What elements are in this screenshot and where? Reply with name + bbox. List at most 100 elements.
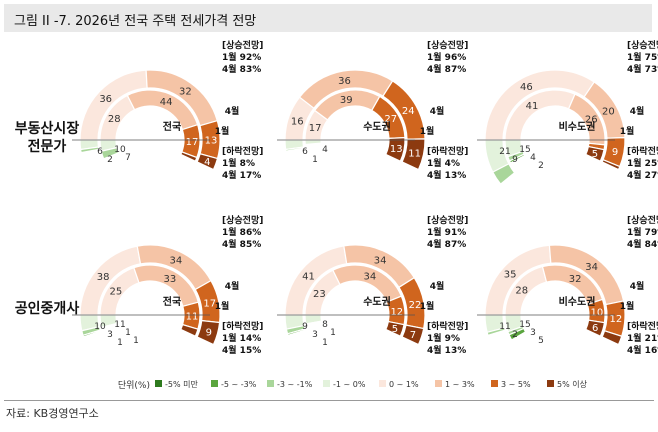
figure-title: 그림 II -7. 2026년 전국 주택 전세가격 전망 — [14, 14, 257, 29]
chart-1-fall-apr: 4월 17% — [222, 169, 261, 181]
chart-1-rise-apr-label-2: 44 — [160, 97, 173, 108]
chart-3-fall-jan-seg-2 — [491, 163, 516, 185]
legend-swatch-1 — [155, 380, 162, 387]
chart-1-ring-label-apr: 4월 — [225, 105, 240, 117]
chart-5-rise-apr: 4월 87% — [427, 238, 466, 250]
chart-3-rise-jan-seg-4 — [601, 158, 621, 171]
chart-3-rise-jan-label-2: 20 — [602, 106, 615, 117]
chart-2-rise-apr-seg-4 — [385, 136, 406, 162]
chart-6-fall-jan-label-1: 11 — [499, 322, 510, 332]
chart-1-rise-jan-label-1: 36 — [99, 94, 112, 105]
chart-5-fall-jan-label-3: 1 — [322, 338, 328, 348]
chart-4-rise-apr-label-2: 33 — [163, 274, 176, 285]
chart-2-rise-apr: 4월 87% — [427, 63, 466, 75]
chart-2-ring-label-apr: 4월 — [430, 105, 445, 117]
chart-2-fall-jan-label-2: 1 — [312, 155, 318, 165]
chart-6-rise-jan-label-2: 34 — [585, 262, 598, 273]
chart-2-rise-jan: 1월 96% — [427, 51, 466, 63]
chart-6-fall-jan-seg-2 — [486, 327, 506, 337]
chart-3-rise-apr-label-2: 26 — [585, 115, 598, 126]
legend-swatch-5 — [379, 380, 386, 387]
chart-1-region-label: 전국 — [163, 120, 181, 133]
chart-2-rise-jan-label-1: 16 — [291, 116, 304, 127]
chart-2-rise-jan-label-4: 11 — [408, 149, 421, 160]
chart-1-fall-header: [하락전망] — [222, 145, 263, 157]
chart-6-region-label: 비수도권 — [559, 295, 596, 308]
chart-2-fall-apr-seg-1 — [304, 139, 322, 146]
chart-6-fall-apr-seg-3 — [508, 327, 527, 341]
legend-label-2: -5 ~ -3% — [221, 380, 257, 389]
chart-4-fall-apr-label-3: 1 — [133, 336, 139, 346]
chart-4-rise-header: [상승전망] — [222, 214, 263, 226]
chart-3-rise-apr: 4월 73% — [627, 63, 658, 75]
chart-5-fall-jan-seg-3 — [286, 328, 306, 337]
chart-3-fall-jan-label-2: 9 — [512, 155, 518, 165]
chart-6-rise-apr-seg-4 — [585, 319, 606, 337]
source-note: 자료: KB경영연구소 — [6, 407, 99, 420]
chart-3-fall-jan-label-1: 21 — [499, 147, 510, 157]
chart-3-rise-jan-label-1: 46 — [520, 82, 533, 93]
chart-4-rise-jan-label-3: 17 — [203, 299, 216, 310]
chart-6-rise-jan-label-3: 12 — [610, 314, 623, 325]
chart-6-rise-header: [상승전망] — [627, 214, 658, 226]
chart-1-rise-apr-seg-4 — [180, 151, 198, 162]
chart-2-fall-apr-label-1: 4 — [322, 145, 328, 155]
chart-6-rise-apr-label-3: 10 — [590, 308, 603, 319]
chart-6-fall-jan-label-2: 2 — [512, 330, 518, 340]
legend-swatch-8 — [547, 380, 554, 387]
chart-4-ring-label-apr: 4월 — [225, 280, 240, 292]
chart-5-fall-apr: 4월 13% — [427, 344, 466, 356]
chart-4-rise-jan-label-1: 38 — [97, 272, 110, 283]
chart-5-fall-jan-label-1: 9 — [302, 322, 308, 332]
chart-4-rise-jan-label-2: 34 — [169, 256, 182, 267]
legend-swatch-4 — [323, 380, 330, 387]
chart-4-fall-apr: 4월 15% — [222, 344, 261, 356]
chart-4-rise-apr-label-1: 25 — [109, 287, 122, 298]
chart-1-fall-jan-seg-2 — [79, 146, 100, 154]
chart-5-region-label: 수도권 — [363, 296, 391, 308]
chart-2-region-label: 수도권 — [363, 121, 391, 133]
chart-3-fall-apr-label-3: 2 — [538, 161, 544, 171]
chart-3-region-label: 비수도권 — [559, 120, 596, 133]
chart-6-fall-apr-label-2: 3 — [530, 328, 536, 338]
row-label-agents: 공인중개사 — [14, 301, 80, 317]
chart-2-rise-jan-seg-4 — [401, 138, 426, 171]
chart-3-rise-jan-label-3: 9 — [612, 147, 618, 158]
chart-5-fall-jan: 1월 9% — [427, 332, 460, 344]
chart-1-rise-jan-seg-4 — [196, 153, 219, 171]
chart-1-fall-jan-label-2: 2 — [107, 155, 113, 165]
legend-swatch-2 — [211, 380, 218, 387]
chart-1-fall-jan: 1월 8% — [222, 157, 255, 169]
legend-label-3: -3 ~ -1% — [277, 380, 313, 389]
chart-6-rise-jan-label-1: 35 — [504, 270, 517, 281]
chart-6-ring-label-jan: 1월 — [620, 300, 635, 312]
chart-3-fall-jan: 1월 25% — [627, 157, 658, 169]
legend-label-1: -5% 미만 — [165, 380, 198, 389]
chart-1-rise-apr: 4월 83% — [222, 63, 261, 75]
chart-1-rise-apr-label-1: 28 — [108, 114, 121, 125]
chart-5-rise-jan: 1월 91% — [427, 226, 466, 238]
chart-4-fall-apr-label-2: 1 — [125, 328, 131, 338]
chart-3-rise-apr-label-1: 41 — [526, 101, 539, 112]
chart-5-ring-label-jan: 1월 — [420, 300, 435, 312]
chart-4-fall-jan-label-3: 1 — [117, 338, 123, 348]
legend-unit-label: 단위(%) — [118, 380, 150, 391]
chart-6-rise-apr-label-1: 28 — [515, 285, 528, 296]
chart-4-rise-jan: 1월 86% — [222, 226, 261, 238]
chart-2-rise-header: [상승전망] — [427, 39, 468, 51]
chart-5-fall-header: [하락전망] — [427, 320, 468, 332]
chart-5-rise-jan-seg-4 — [401, 324, 425, 346]
chart-5-rise-apr-label-3: 12 — [390, 307, 403, 318]
chart-2-rise-apr-label-2: 39 — [340, 95, 353, 106]
chart-5-rise-header: [상승전망] — [427, 214, 468, 226]
chart-4-fall-apr-label-1: 11 — [114, 320, 125, 330]
chart-5-rise-apr-label-2: 34 — [364, 272, 377, 283]
row-label-experts: 부동산시장 전문가 — [4, 120, 90, 156]
chart-6-fall-apr: 4월 16% — [627, 344, 658, 356]
chart-6-rise-apr-label-4: 6 — [592, 323, 598, 334]
chart-4-fall-jan-label-1: 10 — [94, 322, 106, 332]
chart-3-rise-apr-seg-4 — [585, 145, 605, 162]
chart-6-ring-label-apr: 4월 — [630, 280, 645, 292]
chart-1-fall-jan-label-1: 6 — [97, 147, 103, 157]
chart-4-ring-label-jan: 1월 — [215, 300, 230, 312]
